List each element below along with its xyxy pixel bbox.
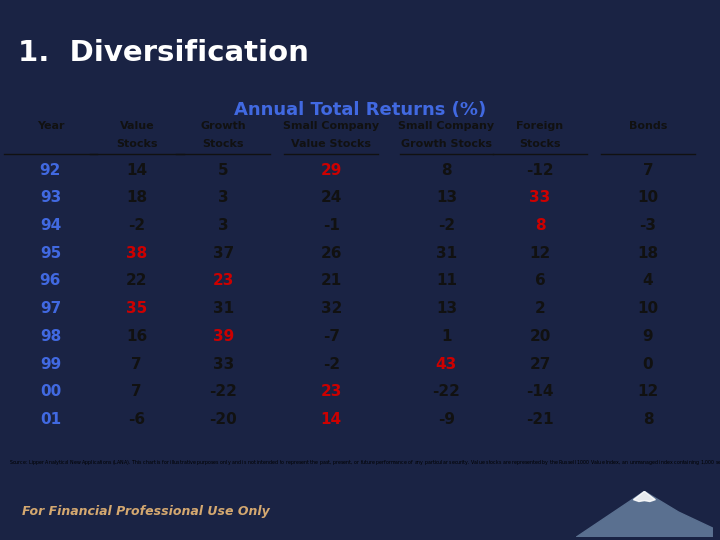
Text: 32: 32 — [320, 301, 342, 316]
Text: 3: 3 — [218, 218, 228, 233]
Text: Year: Year — [37, 122, 64, 131]
Text: 4: 4 — [643, 273, 653, 288]
Text: Growth Stocks: Growth Stocks — [401, 139, 492, 148]
Text: Small Company: Small Company — [398, 122, 495, 131]
Text: -14: -14 — [526, 384, 554, 399]
Text: 20: 20 — [529, 329, 551, 344]
Polygon shape — [576, 491, 713, 537]
Text: 0: 0 — [643, 356, 653, 372]
Text: 39: 39 — [212, 329, 234, 344]
Text: 24: 24 — [320, 191, 342, 205]
Text: 9: 9 — [643, 329, 653, 344]
Text: Bonds: Bonds — [629, 122, 667, 131]
Text: 12: 12 — [637, 384, 659, 399]
Text: Stocks: Stocks — [116, 139, 158, 148]
Text: 16: 16 — [126, 329, 148, 344]
Text: -9: -9 — [438, 412, 455, 427]
Text: 93: 93 — [40, 191, 61, 205]
Text: 23: 23 — [212, 273, 234, 288]
Text: 33: 33 — [529, 191, 551, 205]
Text: 8: 8 — [535, 218, 545, 233]
Text: 29: 29 — [320, 163, 342, 178]
Text: 96: 96 — [40, 273, 61, 288]
Text: 10: 10 — [637, 301, 659, 316]
Text: 26: 26 — [320, 246, 342, 261]
Text: Value: Value — [120, 122, 154, 131]
Text: 18: 18 — [637, 246, 659, 261]
Text: 12: 12 — [529, 246, 551, 261]
Text: Source: Lipper Analytical New Applications (LANA). This chart is for illustrativ: Source: Lipper Analytical New Applicatio… — [9, 457, 720, 467]
Text: -1: -1 — [323, 218, 340, 233]
Text: 18: 18 — [126, 191, 148, 205]
Text: -20: -20 — [210, 412, 237, 427]
Text: 6: 6 — [535, 273, 545, 288]
Text: 22: 22 — [126, 273, 148, 288]
Text: 01: 01 — [40, 412, 61, 427]
Text: -2: -2 — [323, 356, 340, 372]
Text: 35: 35 — [126, 301, 148, 316]
Text: 37: 37 — [212, 246, 234, 261]
Text: 2: 2 — [535, 301, 545, 316]
Text: Small Company: Small Company — [283, 122, 379, 131]
Text: Value Stocks: Value Stocks — [291, 139, 372, 148]
Text: 14: 14 — [320, 412, 342, 427]
Text: 38: 38 — [126, 246, 148, 261]
Text: 94: 94 — [40, 218, 61, 233]
Text: 33: 33 — [212, 356, 234, 372]
Text: Foreign: Foreign — [516, 122, 564, 131]
Text: 1.  Diversification: 1. Diversification — [18, 39, 309, 68]
Text: 8: 8 — [643, 412, 653, 427]
Text: 31: 31 — [212, 301, 234, 316]
Text: 92: 92 — [40, 163, 61, 178]
Text: 97: 97 — [40, 301, 61, 316]
Text: 8: 8 — [441, 163, 451, 178]
Text: 1: 1 — [441, 329, 451, 344]
Text: 43: 43 — [436, 356, 457, 372]
Text: 5: 5 — [218, 163, 228, 178]
Text: 3: 3 — [218, 191, 228, 205]
Text: 13: 13 — [436, 301, 457, 316]
Text: Stocks: Stocks — [519, 139, 561, 148]
Text: 7: 7 — [132, 356, 142, 372]
Text: -22: -22 — [210, 384, 237, 399]
Text: 99: 99 — [40, 356, 61, 372]
Text: 14: 14 — [126, 163, 148, 178]
Text: -7: -7 — [323, 329, 340, 344]
Text: 31: 31 — [436, 246, 457, 261]
Text: 21: 21 — [320, 273, 342, 288]
Text: Stocks: Stocks — [202, 139, 244, 148]
Text: Annual Total Returns (%): Annual Total Returns (%) — [234, 101, 486, 119]
Text: 27: 27 — [529, 356, 551, 372]
Text: -3: -3 — [639, 218, 657, 233]
Text: -2: -2 — [128, 218, 145, 233]
Text: -6: -6 — [128, 412, 145, 427]
Text: -12: -12 — [526, 163, 554, 178]
Text: 7: 7 — [643, 163, 653, 178]
Text: 95: 95 — [40, 246, 61, 261]
Text: -21: -21 — [526, 412, 554, 427]
Polygon shape — [634, 491, 655, 502]
Text: -22: -22 — [433, 384, 460, 399]
Text: 7: 7 — [132, 384, 142, 399]
Text: -2: -2 — [438, 218, 455, 233]
Text: Growth: Growth — [200, 122, 246, 131]
Text: 23: 23 — [320, 384, 342, 399]
Text: 11: 11 — [436, 273, 457, 288]
Text: For Financial Professional Use Only: For Financial Professional Use Only — [22, 505, 269, 518]
Text: 00: 00 — [40, 384, 61, 399]
Text: 13: 13 — [436, 191, 457, 205]
Text: 10: 10 — [637, 191, 659, 205]
Text: 98: 98 — [40, 329, 61, 344]
